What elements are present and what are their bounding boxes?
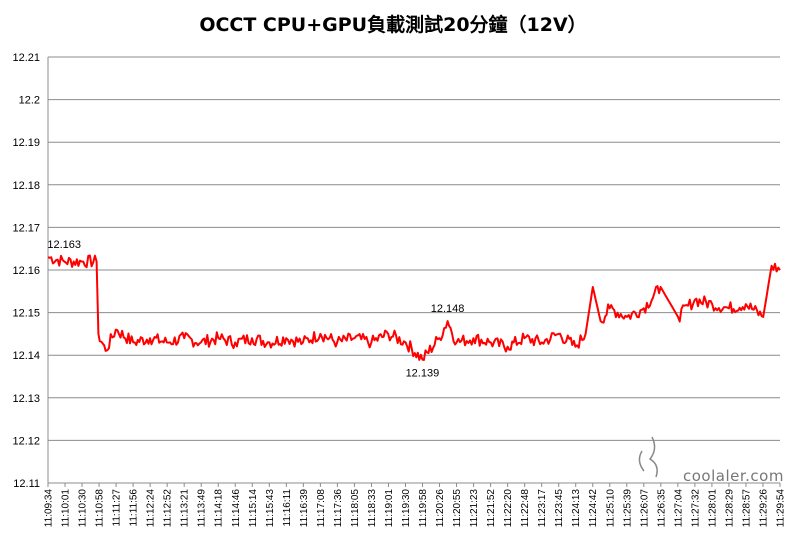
x-tick-label: 11:11:27 [112, 489, 123, 527]
x-tick-label: 11:24:13 [571, 489, 582, 528]
annotations: 12.163 12.148 12.139 [47, 239, 464, 379]
x-tick-label: 11:22:48 [520, 489, 531, 528]
x-tick-label: 11:16:11 [282, 489, 293, 527]
x-tick-label: 11:19:30 [401, 489, 412, 528]
y-tick-labels: 12.21 12.2 12.19 12.18 12.17 12.16 12.15 12.14 1… [12, 52, 40, 490]
chart-title: OCCT CPU+GPU負載測試20分鐘（12V） [199, 14, 587, 36]
x-tick-label: 11:12:24 [146, 489, 157, 528]
x-tick-label: 11:26:07 [639, 489, 650, 528]
x-tick-label: 11:20:55 [452, 489, 463, 528]
axes [47, 57, 781, 487]
x-tick-labels: 11:09:34 11:10:01 11:10:30 11:10:58 11:11:27… [44, 489, 786, 528]
x-tick-label: 11:17:08 [316, 489, 327, 528]
watermark: coolaler.com [638, 436, 784, 485]
y-tick-label: 12.2 [19, 95, 40, 107]
x-tick-label: 11:21:52 [486, 489, 497, 528]
series-layer [47, 254, 781, 361]
y-tick-label: 12.12 [12, 435, 40, 447]
x-tick-label: 11:26:35 [656, 489, 667, 528]
x-tick-label: 11:09:34 [44, 489, 55, 528]
x-tick-label: 11:13:21 [180, 489, 191, 528]
x-tick-label: 11:20:26 [435, 489, 446, 528]
x-tick-label: 11:23:17 [537, 489, 548, 528]
x-tick-label: 11:29:54 [776, 489, 786, 528]
x-tick-label: 11:27:32 [690, 489, 701, 528]
x-tick-label: 11:15:14 [248, 489, 259, 528]
x-tick-label: 11:29:26 [758, 489, 769, 528]
x-tick-label: 11:25:10 [605, 489, 616, 528]
x-tick-label: 11:11:56 [129, 489, 140, 527]
y-tick-label: 12.15 [12, 308, 40, 320]
x-tick-label: 11:28:29 [724, 489, 735, 528]
x-tick-label: 11:18:05 [350, 489, 361, 528]
x-tick-label: 11:18:33 [367, 489, 378, 528]
x-tick-label: 11:14:18 [214, 489, 225, 528]
y-tick-label: 12.19 [12, 137, 40, 149]
x-tick-label: 11:17:36 [333, 489, 344, 528]
data-label: 12.163 [47, 239, 81, 251]
x-tick-label: 11:16:39 [299, 489, 310, 528]
watermark-text: coolaler.com [683, 467, 784, 485]
y-tick-label: 12.13 [12, 393, 40, 405]
x-tick-label: 11:14:46 [231, 489, 242, 528]
watermark-logo-glyph [638, 436, 658, 478]
y-tick-label: 12.14 [12, 350, 40, 362]
x-tick-label: 11:15:43 [265, 489, 276, 528]
x-tick-label: 11:10:58 [95, 489, 106, 528]
y-tick-label: 12.18 [12, 180, 40, 192]
data-label: 12.148 [431, 303, 465, 315]
x-tick-label: 11:23:45 [554, 489, 565, 528]
x-tick-label: 11:24:42 [588, 489, 599, 528]
y-tick-label: 12.21 [12, 52, 40, 64]
x-tick-label: 11:22:20 [503, 489, 514, 528]
data-label: 12.139 [406, 367, 440, 379]
x-tick-label: 11:13:49 [197, 489, 208, 528]
x-tick-label: 11:19:58 [418, 489, 429, 528]
x-tick-label: 11:10:30 [78, 489, 89, 528]
y-tick-label: 12.17 [12, 222, 40, 234]
series-line [47, 254, 781, 361]
x-tick-label: 11:28:01 [707, 489, 718, 528]
y-tick-label: 12.11 [13, 478, 40, 490]
x-tick-label: 11:28:57 [741, 489, 752, 528]
x-tick-label: 11:12:52 [163, 489, 174, 528]
gridlines [48, 56, 780, 484]
x-tick-label: 11:25:39 [622, 489, 633, 528]
x-tick-label: 11:21:23 [469, 489, 480, 528]
x-tick-label: 11:19:01 [384, 489, 395, 528]
y-tick-label: 12.16 [12, 265, 40, 277]
x-tick-label: 11:27:04 [673, 489, 684, 528]
x-tick-label: 11:10:01 [61, 489, 72, 528]
